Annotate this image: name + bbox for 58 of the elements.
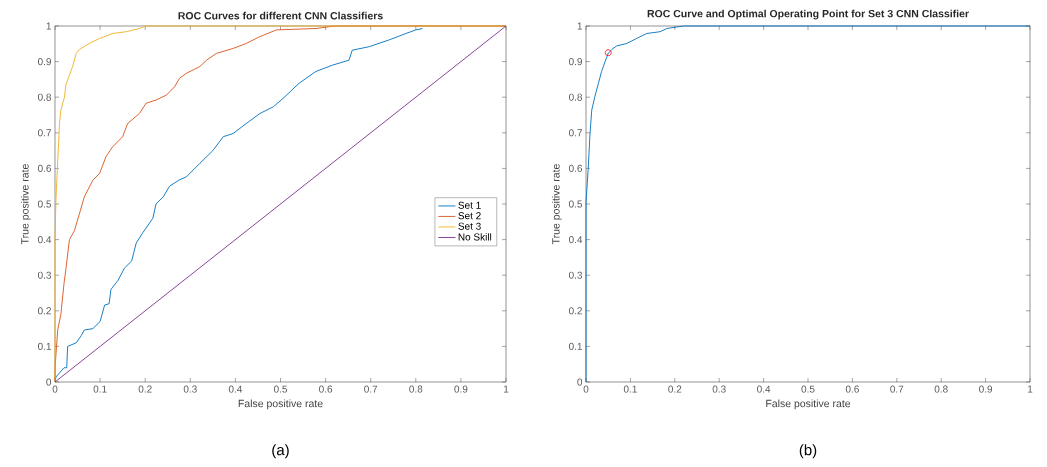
x-tick-label: 0.6 <box>319 385 333 393</box>
y-tick-label: 0.9 <box>37 58 52 66</box>
y-tick-label: 0.3 <box>568 271 583 279</box>
y-tick-label: 0.7 <box>568 129 582 137</box>
legend-label: Set 1 <box>458 201 481 209</box>
y-tick-label: 0.9 <box>568 58 583 66</box>
y-tick-label: 0.5 <box>568 200 583 208</box>
y-tick-label: 0.8 <box>568 93 583 101</box>
legend-label: No Skill <box>458 233 492 241</box>
x-tick-label: 1 <box>503 385 509 393</box>
y-tick-label: 0.6 <box>568 164 583 172</box>
x-tick-label: 0.8 <box>934 385 948 393</box>
y-axis-title: True positive rate <box>20 164 31 245</box>
x-tick-label: 0.3 <box>712 385 726 393</box>
chart-title: ROC Curves for different CNN Classifiers <box>178 11 383 20</box>
x-tick-label: 0 <box>583 385 589 393</box>
y-tick-label: 0.1 <box>568 342 582 350</box>
y-tick-label: 0 <box>46 378 52 386</box>
y-tick-label: 0.7 <box>37 129 51 137</box>
x-tick-label: 0.5 <box>273 385 288 393</box>
y-axis-title: True positive rate <box>551 164 562 245</box>
x-tick-label: 0.2 <box>668 385 682 393</box>
text: (a) <box>272 444 289 459</box>
x-axis-title: False positive rate <box>238 399 323 410</box>
y-tick-label: 0.2 <box>568 307 582 315</box>
y-tick-label: 0.4 <box>37 236 52 244</box>
x-tick-label: 0.1 <box>93 385 107 393</box>
x-tick-label: 0.6 <box>845 385 859 393</box>
y-tick-label: 0.4 <box>568 236 583 244</box>
x-tick-label: 0 <box>52 385 58 393</box>
y-tick-label: 0 <box>577 378 583 386</box>
y-tick-label: 0.1 <box>37 342 51 350</box>
x-tick-label: 0.7 <box>364 385 378 393</box>
x-tick-label: 0.9 <box>979 385 993 393</box>
x-axis-title: False positive rate <box>766 399 851 410</box>
x-tick-label: 0.2 <box>138 385 152 393</box>
y-tick-label: 1 <box>46 22 51 30</box>
x-tick-label: 0.4 <box>228 385 243 393</box>
x-tick-label: 0.1 <box>623 385 637 393</box>
x-tick-label: 0.7 <box>890 385 904 393</box>
y-tick-label: 0.6 <box>37 164 52 172</box>
x-tick-label: 1 <box>1027 385 1033 393</box>
text: (b) <box>799 444 817 459</box>
y-tick-label: 0.5 <box>37 200 52 208</box>
chart-title: ROC Curve and Optimal Operating Point for Set 3 CNN Classifier <box>647 9 969 20</box>
x-tick-label: 0.9 <box>454 385 468 393</box>
y-tick-label: 0.8 <box>37 93 52 101</box>
legend-label: Set 3 <box>458 222 481 230</box>
line-series <box>585 25 1031 383</box>
y-tick-label: 0.3 <box>37 271 52 279</box>
x-tick-label: 0.3 <box>183 385 197 393</box>
y-tick-label: 1 <box>577 22 582 30</box>
x-tick-label: 0.5 <box>801 385 815 393</box>
line-series <box>54 25 507 383</box>
legend-label: Set 2 <box>458 212 481 220</box>
y-tick-label: 0.2 <box>37 307 51 315</box>
x-tick-label: 0.8 <box>409 385 423 393</box>
x-tick-label: 0.4 <box>757 385 771 393</box>
